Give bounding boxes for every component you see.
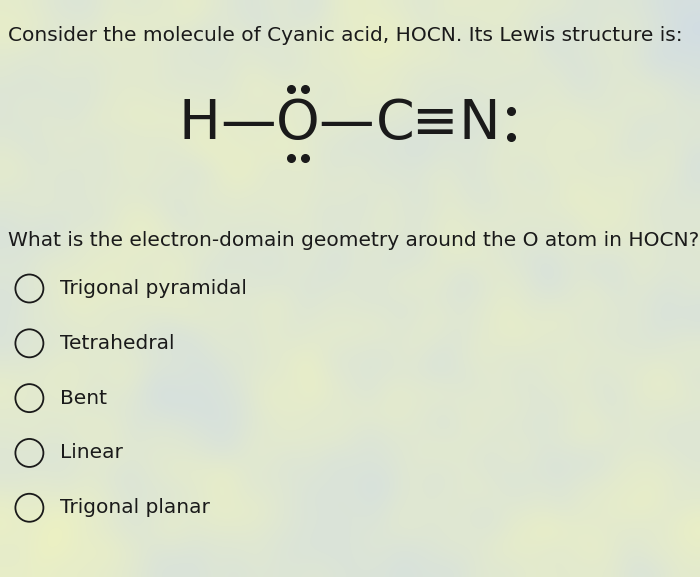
Text: Tetrahedral: Tetrahedral: [60, 334, 174, 353]
Text: O: O: [276, 97, 319, 151]
Text: What is the electron-domain geometry around the O atom in HOCN?: What is the electron-domain geometry aro…: [8, 231, 700, 250]
Text: N: N: [458, 97, 500, 151]
Text: C: C: [376, 97, 415, 151]
Text: Trigonal planar: Trigonal planar: [60, 499, 209, 517]
Text: Bent: Bent: [60, 389, 106, 407]
Text: —: —: [220, 97, 276, 151]
Text: —: —: [318, 97, 374, 151]
Text: Trigonal pyramidal: Trigonal pyramidal: [60, 279, 246, 298]
Text: ≡: ≡: [411, 97, 457, 151]
Text: Consider the molecule of Cyanic acid, HOCN. Its Lewis structure is:: Consider the molecule of Cyanic acid, HO…: [8, 26, 683, 45]
Text: Linear: Linear: [60, 444, 122, 462]
Text: H: H: [178, 97, 220, 151]
